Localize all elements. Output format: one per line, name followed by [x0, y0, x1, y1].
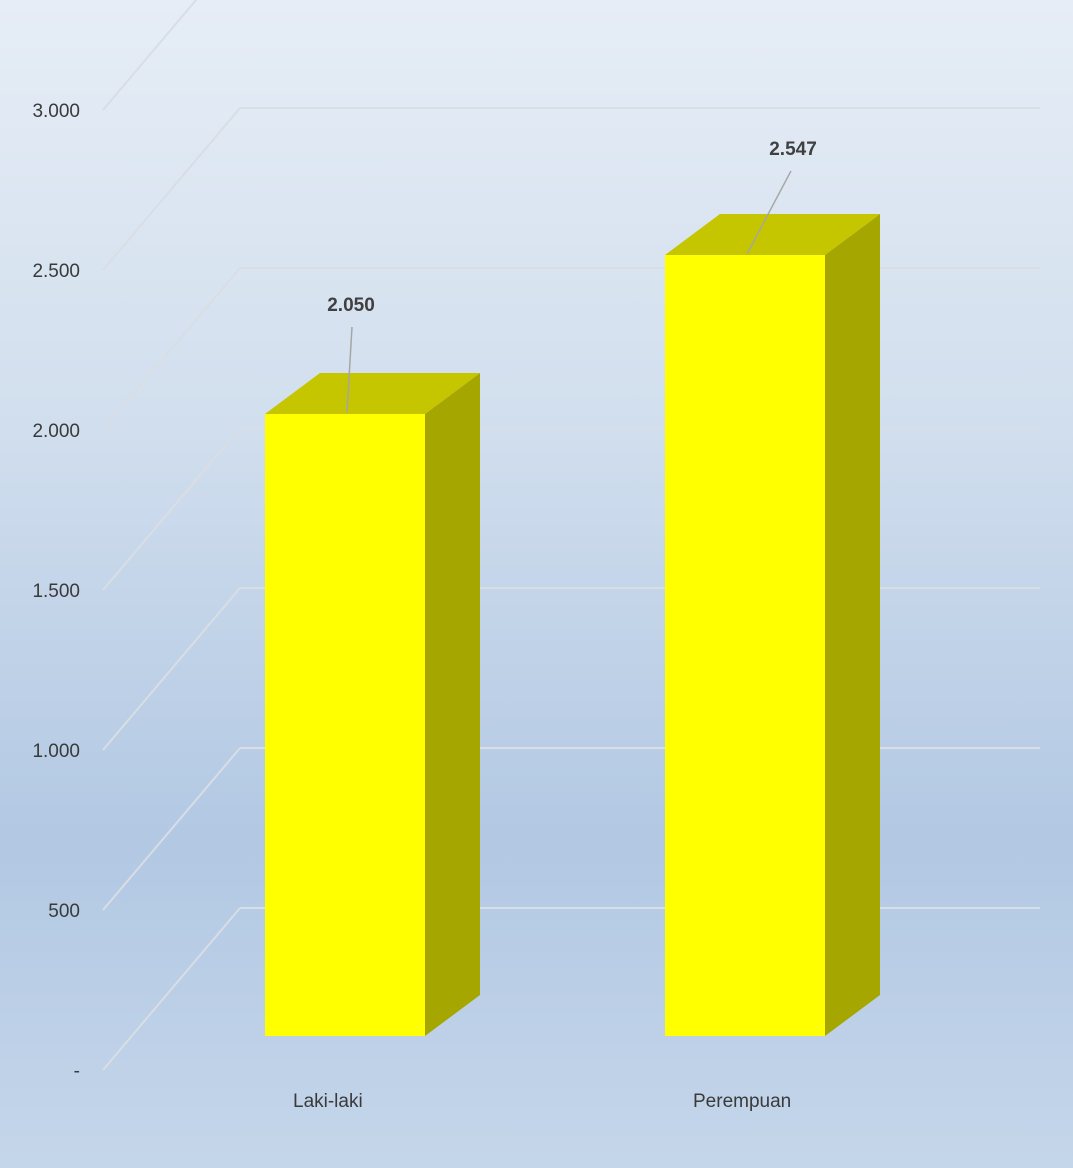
gridline-diagonal — [102, 0, 198, 111]
x-category-label: Perempuan — [693, 1091, 791, 1112]
y-tick-label: 3.000 — [32, 101, 80, 122]
bar-front-face — [265, 414, 425, 1036]
bar-perempuan — [665, 213, 880, 1036]
data-labels: 2.050 2.547 — [327, 139, 817, 414]
gridline-diagonal — [102, 427, 241, 591]
y-axis-ticks: - 500 1.000 1.500 2.000 2.500 3.000 — [32, 101, 80, 1082]
bar-top-face — [665, 213, 880, 255]
gridline-diagonal — [102, 907, 241, 1071]
x-axis-categories: Laki-laki Perempuan — [293, 1091, 791, 1112]
y-tick-label: 2.000 — [32, 421, 80, 442]
bar-side-face — [825, 213, 880, 1036]
gridline-diagonal — [102, 267, 241, 431]
leader-line — [746, 170, 792, 255]
data-label: 2.050 — [327, 295, 375, 316]
y-tick-label: 1.500 — [32, 581, 80, 602]
y-tick-label: 1.000 — [32, 741, 80, 762]
bar-front-face — [665, 254, 825, 1036]
bars — [265, 213, 880, 1036]
y-tick-label: 500 — [48, 901, 80, 922]
gridline-diagonal — [102, 587, 241, 751]
gridline-diagonal — [102, 747, 241, 911]
y-tick-label: - — [74, 1061, 80, 1082]
gridlines — [102, 0, 1040, 1071]
bar-side-face — [425, 373, 480, 1036]
data-label: 2.547 — [769, 139, 817, 160]
y-tick-label: 2.500 — [32, 261, 80, 282]
bar-top-face — [265, 373, 480, 414]
x-category-label: Laki-laki — [293, 1091, 363, 1112]
gridline-diagonal — [102, 107, 241, 271]
bar-laki-laki — [265, 373, 480, 1036]
leader-line — [346, 326, 353, 414]
